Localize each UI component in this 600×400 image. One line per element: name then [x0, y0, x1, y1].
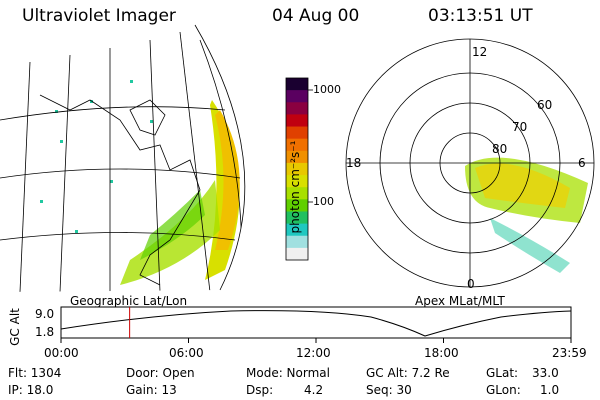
colorbar-swatch	[286, 199, 308, 212]
alt-ylabel: GC Alt	[8, 308, 22, 346]
lat-label-80: 80	[492, 142, 508, 156]
colorbar-swatch	[286, 187, 308, 200]
mlt-label-18: 18	[346, 156, 362, 170]
colorbar-swatch	[286, 175, 308, 188]
info-glat-value: 33.0	[532, 366, 559, 380]
colorbar-swatch	[286, 78, 308, 91]
colorbar	[285, 77, 313, 261]
info-door: Door: Open	[126, 366, 195, 380]
info-seq: Seq: 30	[366, 383, 412, 397]
info-dsp-value: 4.2	[304, 383, 324, 397]
info-gc-alt: GC Alt: 7.2 Re	[366, 366, 450, 380]
polar-plot	[345, 38, 595, 288]
altitude-strip	[60, 306, 572, 343]
lat-label-70: 70	[512, 120, 528, 134]
alt-xtick-0600: 06:00	[169, 346, 204, 360]
info-glat: GLat:	[486, 366, 519, 380]
colorbar-unit-label: photon cm⁻²s⁻¹	[288, 140, 302, 234]
info-mode: Mode: Normal	[246, 366, 330, 380]
colorbar-swatch	[286, 162, 308, 176]
alt-xtick-1800: 18:00	[424, 346, 459, 360]
colorbar-swatch	[286, 235, 308, 249]
date-label: 04 Aug 00	[272, 6, 360, 26]
colorbar-swatch	[286, 102, 308, 115]
colorbar-tick-1000: 1000	[313, 83, 341, 96]
mlt-label-12: 12	[472, 45, 488, 59]
instrument-title: Ultraviolet Imager	[22, 6, 176, 26]
info-flt: Flt: 1304	[8, 366, 62, 380]
mlt-label-0: 0	[467, 277, 475, 291]
colorbar-tick-100: 100	[313, 195, 334, 208]
info-glon: GLon:	[486, 383, 521, 397]
info-gain: Gain: 13	[126, 383, 177, 397]
alt-xtick-0000: 00:00	[44, 346, 79, 360]
info-ip: IP: 18.0	[8, 383, 54, 397]
colorbar-swatch	[286, 138, 308, 152]
polar-caption: Apex MLat/MLT	[415, 294, 505, 308]
colorbar-swatch	[286, 247, 308, 261]
time-label: 03:13:51 UT	[428, 6, 533, 26]
colorbar-swatch	[286, 211, 308, 225]
colorbar-swatch	[286, 223, 308, 237]
alt-xtick-2359: 23:59	[552, 346, 587, 360]
colorbar-swatch	[286, 150, 308, 164]
alt-ytick-1_8: 1.8	[35, 325, 55, 339]
info-dsp: Dsp:	[246, 383, 274, 397]
info-glon-value: 1.0	[540, 383, 560, 397]
lat-label-60: 60	[537, 98, 553, 112]
geographic-map	[0, 24, 246, 292]
colorbar-swatch	[286, 114, 308, 128]
alt-xtick-1200: 12:00	[296, 346, 331, 360]
mlt-label-6: 6	[578, 156, 586, 170]
alt-ytick-9: 9.0	[35, 307, 55, 321]
colorbar-swatch	[286, 126, 308, 140]
geo-caption: Geographic Lat/Lon	[70, 294, 188, 308]
colorbar-swatch	[286, 90, 308, 103]
